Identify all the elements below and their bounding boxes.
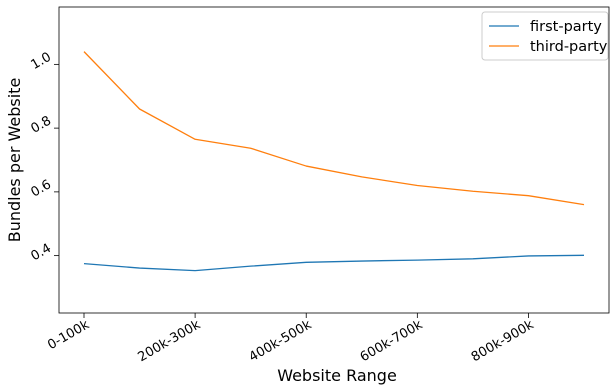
series-line-third-party: [83, 51, 585, 206]
x-axis-title: Website Range: [277, 366, 397, 385]
y-axis-title: Bundles per Website: [5, 78, 24, 243]
legend: first-party third-party: [481, 11, 609, 61]
plot-frame: [58, 6, 610, 314]
legend-label-first-party: first-party: [530, 19, 602, 35]
series-layer: [83, 51, 585, 272]
legend-box: [481, 11, 609, 61]
series-line-first-party: [83, 254, 585, 272]
legend-label-third-party: third-party: [530, 39, 608, 55]
